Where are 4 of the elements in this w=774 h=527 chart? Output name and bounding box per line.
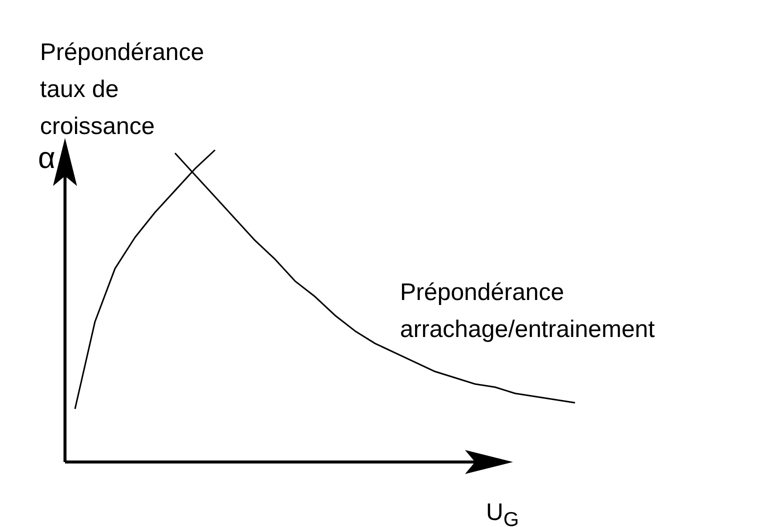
series-label: Prépondérance taux de croissance xyxy=(40,39,204,140)
y-axis-title: α xyxy=(38,141,56,177)
series-label: Prépondérance arrachage/entrainement xyxy=(400,278,656,345)
x-axis-title: U$_{G}$ xyxy=(486,498,519,527)
